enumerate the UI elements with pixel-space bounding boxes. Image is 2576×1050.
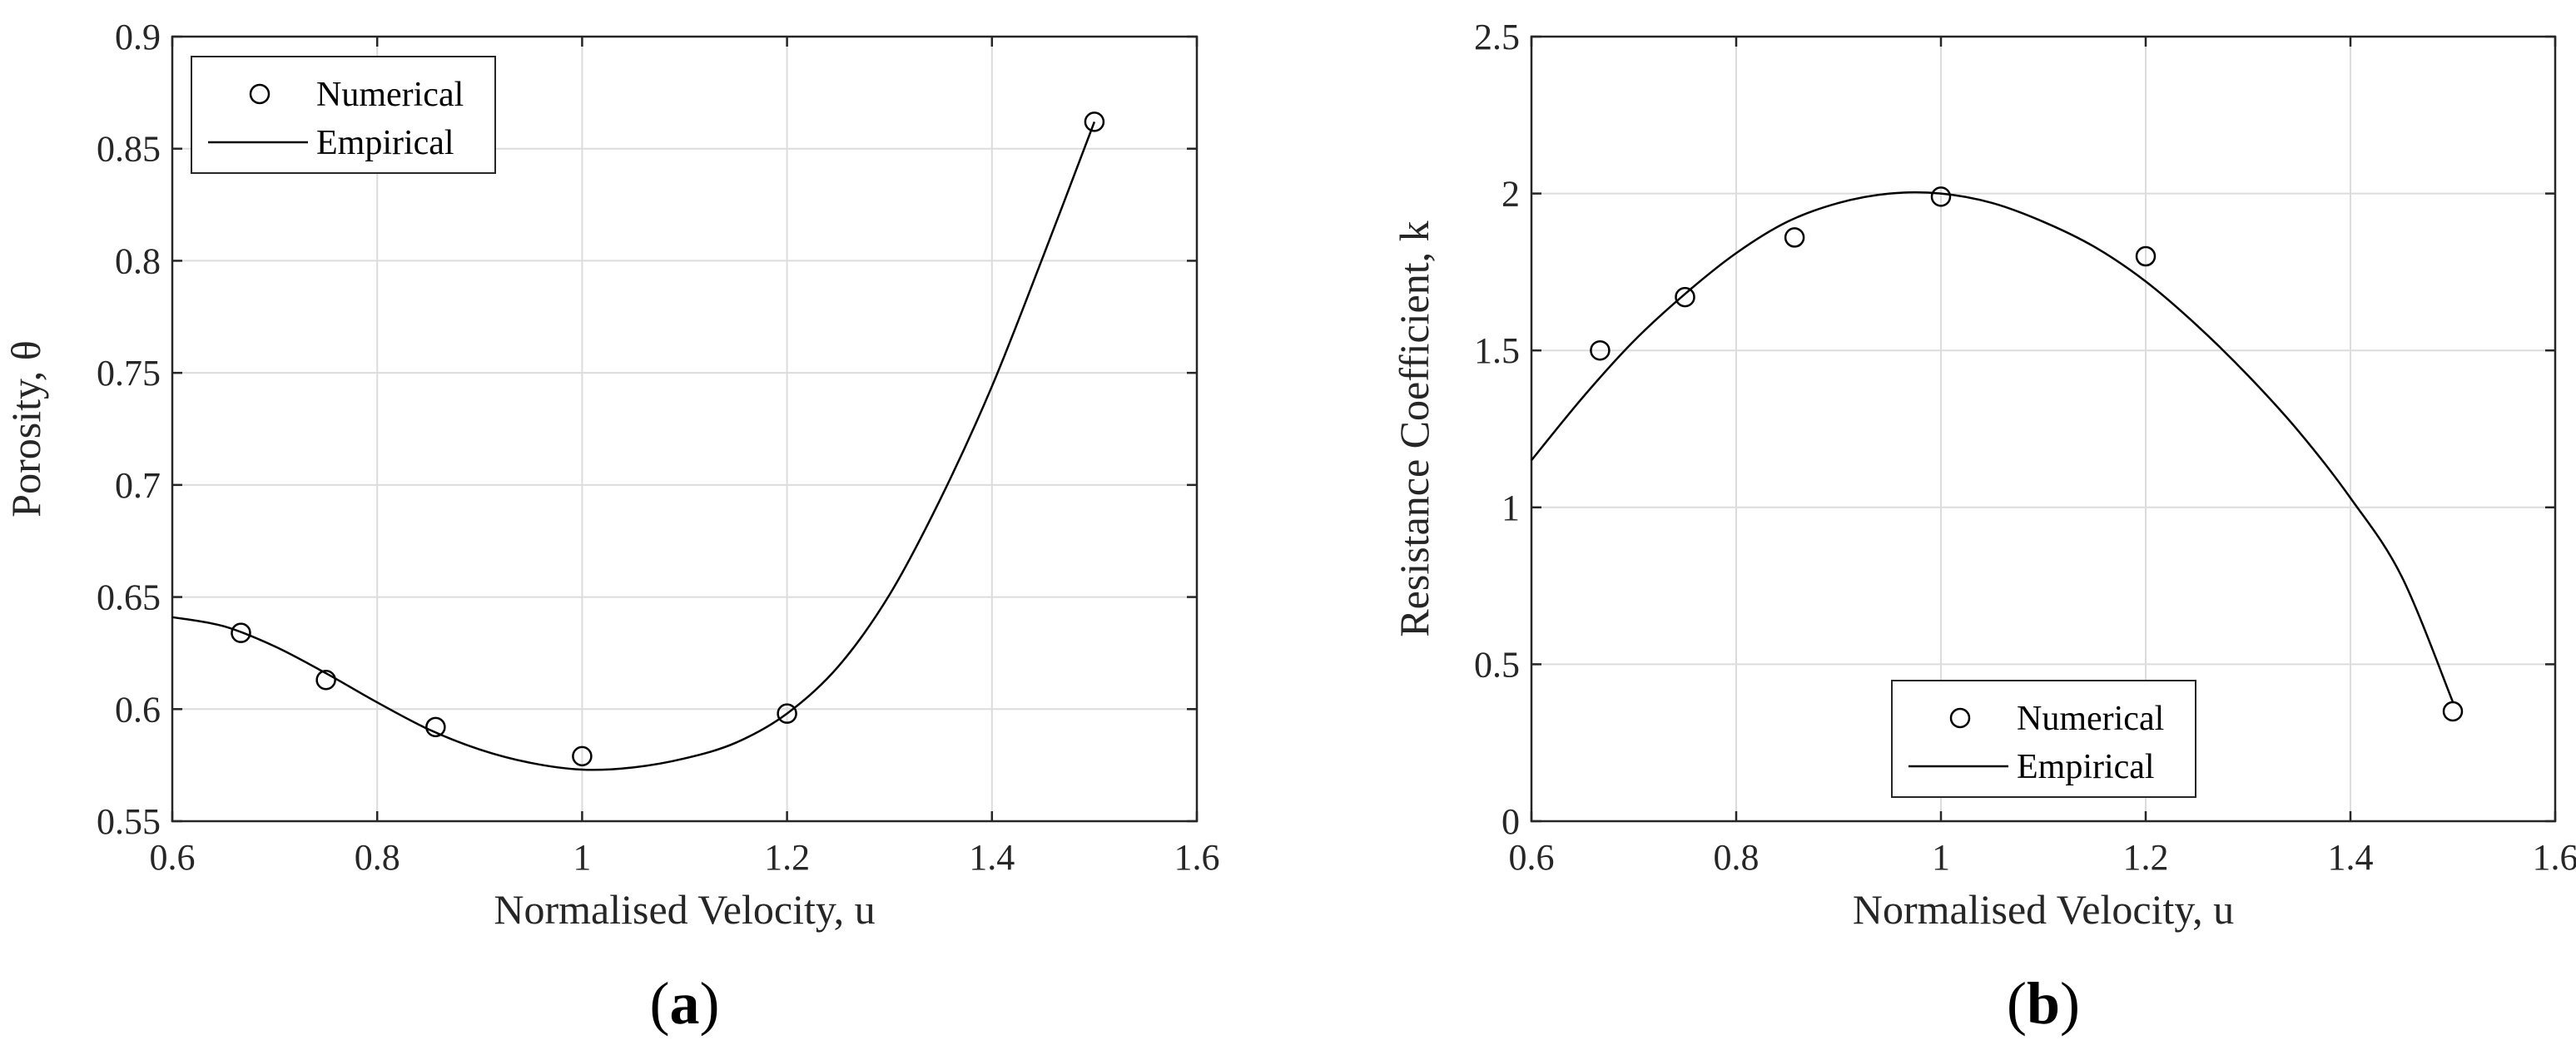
- data-point-numerical: [777, 703, 797, 724]
- data-point-numerical: [231, 622, 251, 643]
- data-point-numerical: [1784, 227, 1805, 248]
- chart-panel-a: 0.6 0.8 1 1.2 1.4 1.60.550.60.650.70.750.80.8…: [2, 17, 1220, 1037]
- y-tick-label: 0: [1501, 801, 1520, 842]
- legend-marker-numerical: [249, 83, 271, 105]
- x-tick-label: 1: [573, 837, 591, 878]
- y-axis-label: Resistance Coefficient, k: [1391, 220, 1437, 636]
- data-point-numerical: [1675, 286, 1695, 308]
- data-point-numerical: [1930, 186, 1952, 207]
- data-point-numerical: [572, 745, 593, 767]
- x-tick-label: 1.6: [1174, 837, 1220, 878]
- panel-label: (b): [2007, 970, 2080, 1037]
- legend-label-empirical: Empirical: [316, 124, 454, 162]
- y-tick-label: 1.5: [1474, 330, 1520, 371]
- data-point-numerical: [2135, 245, 2157, 267]
- y-tick-label: 0.65: [97, 577, 161, 618]
- x-axis-label: Normalised Velocity, u: [494, 886, 875, 933]
- data-point-numerical: [425, 716, 446, 738]
- series-line-empirical: [1531, 191, 2454, 703]
- y-tick-label: 0.9: [115, 17, 161, 57]
- y-tick-label: 2.5: [1474, 17, 1520, 57]
- y-axis-label: Porosity, θ: [2, 340, 49, 517]
- y-tick-label: 0.5: [1474, 644, 1520, 685]
- x-tick-label: 1.4: [2328, 837, 2374, 878]
- y-tick-label: 1: [1501, 488, 1520, 528]
- y-tick-label: 2: [1501, 174, 1520, 215]
- x-axis-label: Normalised Velocity, u: [1853, 886, 2234, 933]
- data-point-numerical: [1084, 111, 1105, 132]
- x-tick-label: 1.6: [2533, 837, 2576, 878]
- x-tick-label: 1.2: [764, 837, 810, 878]
- panel-label: (a): [650, 970, 720, 1037]
- legend-box: [191, 56, 496, 174]
- axes-box: [171, 35, 1199, 823]
- y-tick-label: 0.85: [97, 129, 161, 170]
- x-tick-label: 1.4: [969, 837, 1015, 878]
- x-tick-label: 0.6: [150, 837, 196, 878]
- y-tick-label: 0.75: [97, 353, 161, 394]
- axes-box: [1530, 35, 2557, 823]
- legend-marker-numerical: [1949, 707, 1971, 729]
- x-tick-label: 0.6: [1509, 837, 1555, 878]
- x-tick-label: 0.8: [355, 837, 400, 878]
- y-tick-label: 0.6: [115, 689, 161, 730]
- data-point-numerical: [315, 670, 336, 691]
- data-point-numerical: [1590, 339, 1611, 361]
- y-tick-label: 0.8: [115, 240, 161, 281]
- x-tick-label: 0.8: [1714, 837, 1760, 878]
- x-tick-label: 1.2: [2123, 837, 2169, 878]
- chart-panel-b: 0.6 0.8 1 1.2 1.4 1.6 0 0.5 1 1.5 2 2.5 Normalised V…: [1391, 17, 2576, 1037]
- x-tick-label: 1: [1932, 837, 1950, 878]
- series-line-empirical: [171, 121, 1096, 771]
- legend-label-numerical: Numerical: [316, 76, 464, 114]
- y-tick-label: 0.7: [115, 465, 161, 506]
- legend-label-empirical: Empirical: [2017, 748, 2155, 786]
- y-tick-label: 0.55: [97, 801, 161, 842]
- legend-box: [1891, 680, 2196, 798]
- legend-label-numerical: Numerical: [2017, 700, 2164, 738]
- data-point-numerical: [2442, 701, 2464, 722]
